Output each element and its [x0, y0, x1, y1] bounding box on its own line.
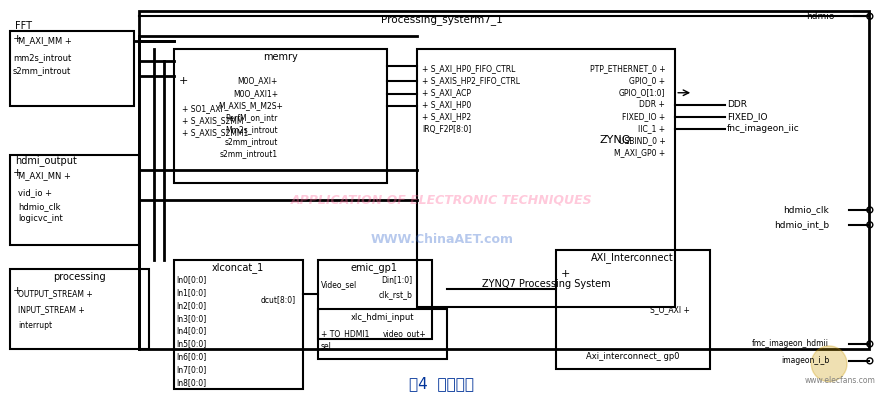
Text: Processing_systerm7_1: Processing_systerm7_1 — [381, 14, 503, 25]
Text: FFT: FFT — [15, 21, 32, 31]
Text: fmc_imageon_hdmii: fmc_imageon_hdmii — [752, 339, 830, 349]
Bar — [556, 250, 710, 369]
Text: OUTPUT_STREAM +: OUTPUT_STREAM + — [18, 289, 93, 298]
Text: PTP_ETHERNET_0 +: PTP_ETHERNET_0 + — [590, 64, 666, 73]
Text: + S_AXIS_HP2_FIFO_CTRL: + S_AXIS_HP2_FIFO_CTRL — [422, 76, 520, 85]
Text: hdmio_int_b: hdmio_int_b — [774, 220, 830, 229]
Text: +: + — [12, 286, 22, 297]
Text: In2[0:0]: In2[0:0] — [176, 301, 207, 310]
Text: In6[0:0]: In6[0:0] — [176, 352, 207, 361]
Text: + S_AXI_ACP: + S_AXI_ACP — [422, 88, 471, 97]
Bar — [417, 49, 675, 307]
Text: xlc_hdmi_input: xlc_hdmi_input — [350, 313, 414, 322]
Text: S_O_AXI +: S_O_AXI + — [650, 305, 691, 314]
Text: hdmio: hdmio — [805, 12, 834, 21]
Text: hdmio_clk: hdmio_clk — [18, 203, 61, 211]
Text: + S_AXI_HP0_FIFO_CTRL: + S_AXI_HP0_FIFO_CTRL — [422, 64, 515, 73]
Text: GPIO_0 +: GPIO_0 + — [629, 76, 666, 85]
Text: +: + — [561, 269, 570, 279]
Text: DDR +: DDR + — [640, 100, 666, 109]
Text: +: + — [12, 34, 22, 44]
Text: interrupt: interrupt — [18, 321, 52, 330]
Text: M_AXI_GP0 +: M_AXI_GP0 + — [614, 148, 666, 157]
Text: In8[0:0]: In8[0:0] — [176, 378, 207, 387]
Text: video_out+: video_out+ — [383, 330, 427, 339]
Text: FIXED_IO: FIXED_IO — [727, 112, 767, 121]
Text: M_AXI_MN +: M_AXI_MN + — [18, 171, 70, 179]
Text: M0O_AXI+: M0O_AXI+ — [238, 76, 278, 85]
Text: In1[0:0]: In1[0:0] — [176, 288, 207, 297]
Text: In3[0:0]: In3[0:0] — [176, 314, 207, 323]
Text: xlconcat_1: xlconcat_1 — [212, 262, 265, 273]
Text: hdmio_clk: hdmio_clk — [783, 205, 830, 215]
Text: clk_rst_b: clk_rst_b — [378, 290, 412, 299]
Text: + S_AXIS_S2MM: + S_AXIS_S2MM — [182, 116, 243, 125]
Text: In4[0:0]: In4[0:0] — [176, 327, 207, 336]
Text: Din[1:0]: Din[1:0] — [381, 275, 412, 284]
Bar — [10, 155, 139, 245]
Text: APPLICATION OF ELECTRONIC TECHNIQUES: APPLICATION OF ELECTRONIC TECHNIQUES — [291, 193, 593, 207]
Text: + SO1_AXI: + SO1_AXI — [182, 104, 223, 113]
Text: logicvc_int: logicvc_int — [18, 215, 62, 223]
Text: mm2s_introut: mm2s_introut — [12, 53, 71, 62]
Text: sel: sel — [321, 342, 331, 351]
Text: memry: memry — [263, 52, 298, 62]
Text: IRQ_F2P[8:0]: IRQ_F2P[8:0] — [422, 124, 471, 133]
Text: + S_AXIS_S2MM1: + S_AXIS_S2MM1 — [182, 128, 248, 137]
Bar — [318, 309, 446, 359]
Text: In0[0:0]: In0[0:0] — [176, 275, 207, 284]
Text: INPUT_STREAM +: INPUT_STREAM + — [18, 305, 85, 314]
Text: www.elecfans.com: www.elecfans.com — [805, 376, 875, 385]
Circle shape — [811, 346, 847, 382]
Text: processing: processing — [53, 273, 106, 283]
Bar — [174, 259, 303, 389]
Bar — [10, 31, 134, 105]
Text: IIC_1 +: IIC_1 + — [638, 124, 666, 133]
Text: M_AXIS_M_M2S+: M_AXIS_M_M2S+ — [218, 101, 283, 110]
Text: M_AXI_MM +: M_AXI_MM + — [18, 37, 71, 46]
Text: Mm2s_introut: Mm2s_introut — [225, 125, 278, 134]
Text: AXI_Interconnect: AXI_Interconnect — [591, 252, 674, 263]
Bar — [318, 259, 432, 339]
Text: fnc_imageon_iic: fnc_imageon_iic — [727, 124, 799, 133]
Text: imageon_i_b: imageon_i_b — [781, 356, 830, 365]
Text: s2mm_introut: s2mm_introut — [225, 137, 278, 146]
Bar — [139, 11, 869, 349]
Bar — [10, 269, 149, 349]
Text: + S_AXI_HP2: + S_AXI_HP2 — [422, 112, 471, 121]
Text: PerfM_on_intr: PerfM_on_intr — [225, 113, 278, 122]
Text: ZYNQ: ZYNQ — [600, 135, 632, 145]
Text: Axi_interconnect_ gp0: Axi_interconnect_ gp0 — [585, 352, 679, 361]
Text: In7[0:0]: In7[0:0] — [176, 365, 207, 374]
Text: M0O_AXI1+: M0O_AXI1+ — [233, 89, 278, 98]
Text: USBIND_0 +: USBIND_0 + — [618, 136, 666, 145]
Bar — [174, 49, 388, 183]
Text: In5[0:0]: In5[0:0] — [176, 339, 207, 349]
Text: 图4  系统电路: 图4 系统电路 — [409, 376, 474, 391]
Text: emic_gp1: emic_gp1 — [351, 262, 398, 273]
Text: ZYNQ7 Processing System: ZYNQ7 Processing System — [482, 279, 610, 289]
Text: +: + — [12, 168, 22, 178]
Text: vid_io +: vid_io + — [18, 189, 52, 197]
Text: FIXED_IO +: FIXED_IO + — [622, 112, 666, 121]
Text: WWW.ChinaAET.com: WWW.ChinaAET.com — [371, 233, 513, 246]
Text: dcut[8:0]: dcut[8:0] — [261, 295, 296, 304]
Text: s2mm_introut: s2mm_introut — [12, 66, 71, 75]
Text: s2mm_introut1: s2mm_introut1 — [220, 149, 278, 158]
Text: DDR: DDR — [727, 100, 747, 109]
Text: + TO_HDMI1: + TO_HDMI1 — [321, 330, 369, 339]
Text: +: + — [179, 76, 188, 86]
Text: + S_AXI_HP0: + S_AXI_HP0 — [422, 100, 471, 109]
Text: Video_sel: Video_sel — [321, 280, 357, 289]
Text: hdmi_output: hdmi_output — [15, 155, 77, 166]
Text: GPIO_O[1:0]: GPIO_O[1:0] — [618, 88, 666, 97]
